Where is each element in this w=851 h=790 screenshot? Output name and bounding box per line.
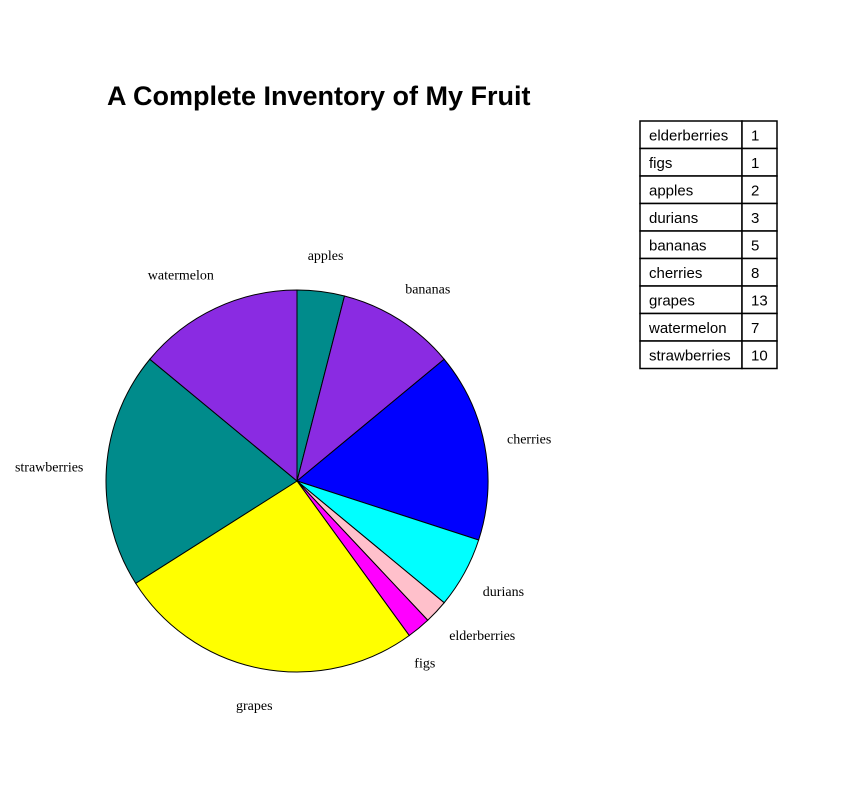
slice-label-apples: apples xyxy=(308,249,344,264)
pie-slice-watermelon xyxy=(149,289,298,483)
table-row-name: bananas xyxy=(649,237,707,254)
slice-label-watermelon: watermelon xyxy=(148,269,214,284)
pie-labels: apples bananas cherries durians elderberries… xyxy=(15,249,551,714)
table-row-value: 10 xyxy=(751,347,768,364)
table-row-name: figs xyxy=(649,155,672,172)
slice-label-strawberries: strawberries xyxy=(15,461,83,476)
table-cell-value xyxy=(741,257,778,287)
slice-label-elderberries: elderberries xyxy=(449,629,515,644)
table-cell-value xyxy=(741,147,778,177)
table-row-name: elderberries xyxy=(649,127,728,144)
pie-slice-strawberries xyxy=(105,358,298,585)
table-row-value: 3 xyxy=(751,210,759,227)
table-cell-value xyxy=(741,230,778,260)
table-row-value: 5 xyxy=(751,237,759,254)
chart-title: A Complete Inventory of My Fruit xyxy=(107,81,531,111)
table-cell-value xyxy=(741,120,778,150)
slice-label-grapes: grapes xyxy=(236,699,273,714)
inventory-table: elderberries 1 figs 1 apples 2 durians 3 bananas… xyxy=(639,120,778,370)
table-row-value: 1 xyxy=(751,127,759,144)
table-cell-name xyxy=(639,175,743,205)
slice-label-figs: figs xyxy=(414,657,435,672)
table-row-name: strawberries xyxy=(649,347,731,364)
table-cell-value xyxy=(741,340,778,370)
table-cell-value xyxy=(741,175,778,205)
slice-label-cherries: cherries xyxy=(507,432,551,447)
table-row-value: 2 xyxy=(751,182,759,199)
table-cell-value xyxy=(741,202,778,232)
pie-slices xyxy=(105,289,489,673)
table-row-value: 7 xyxy=(751,320,759,337)
table-row-value: 8 xyxy=(751,265,759,282)
table-cell-name xyxy=(639,202,743,232)
table-cell-name xyxy=(639,230,743,260)
table-row-name: cherries xyxy=(649,265,702,282)
pie-slice-cherries xyxy=(295,358,489,541)
pie-slice-grapes xyxy=(135,480,410,673)
table-row-value: 1 xyxy=(751,155,759,172)
table-row-name: watermelon xyxy=(648,320,727,337)
pie-slice-bananas xyxy=(296,295,445,483)
table-row-name: grapes xyxy=(649,292,695,309)
table-row-value: 13 xyxy=(751,292,768,309)
table-cell-value xyxy=(741,312,778,342)
table-row-name: apples xyxy=(649,182,693,199)
slice-label-durians: durians xyxy=(483,585,524,600)
table-row-name: durians xyxy=(649,210,698,227)
slice-label-bananas: bananas xyxy=(405,283,450,298)
